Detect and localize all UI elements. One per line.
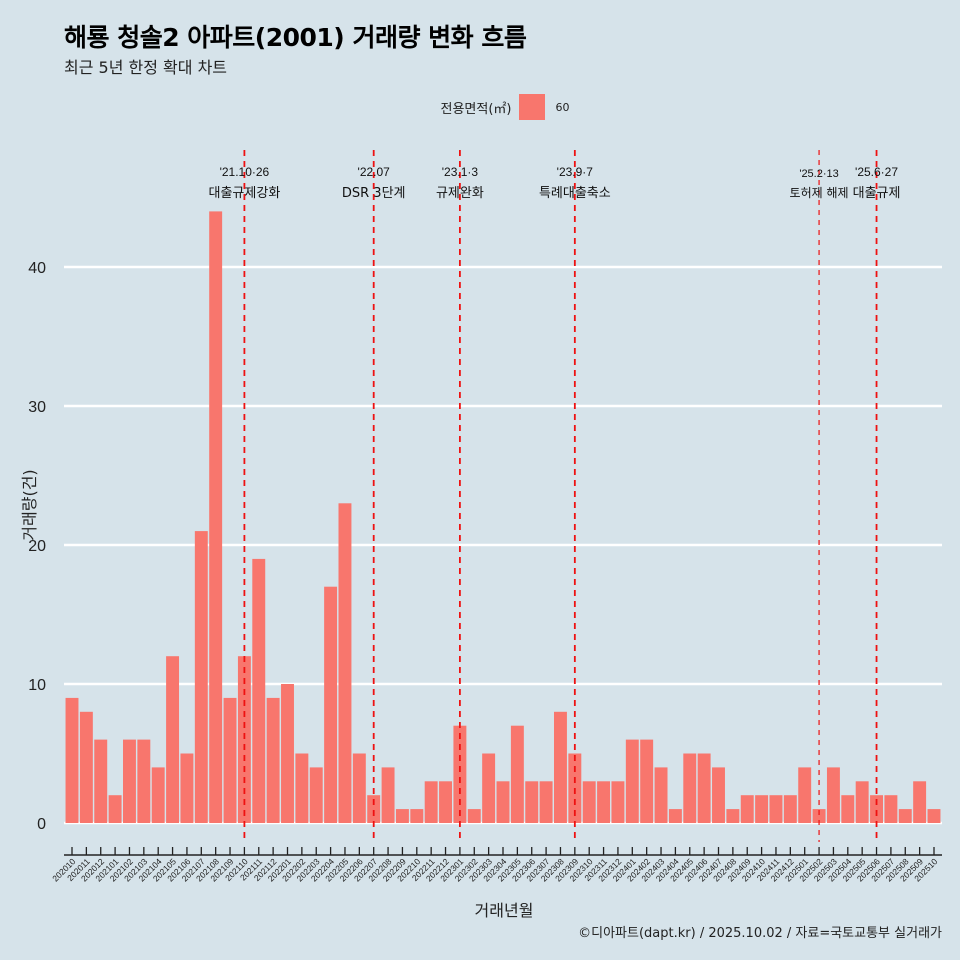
bar (482, 753, 496, 823)
bar (496, 781, 510, 823)
bar (223, 697, 237, 823)
bar (554, 711, 567, 823)
bar (194, 531, 208, 823)
bar (597, 781, 611, 823)
bar (79, 711, 93, 823)
y-tick-label: 40 (28, 260, 46, 277)
bar (812, 809, 826, 823)
legend: 전용면적(㎡) 60 (0, 94, 960, 120)
bar (697, 753, 711, 823)
legend-key-swatch (519, 94, 546, 120)
bar (467, 809, 481, 823)
bar (712, 767, 725, 823)
annotation-date: '23.9·7 (557, 165, 594, 179)
bar (798, 767, 812, 823)
bar (352, 753, 366, 823)
y-axis-label: 거래량(건) (20, 469, 39, 541)
chart-subtitle: 최근 5년 한정 확대 차트 (64, 58, 228, 77)
y-tick-label: 20 (28, 538, 46, 555)
bar (180, 753, 194, 823)
bar (654, 767, 668, 823)
bar (252, 558, 266, 823)
bar (640, 739, 654, 823)
chart-title: 해룡 청솔2 아파트(2001) 거래량 변화 흐름 (64, 23, 527, 52)
bar (870, 795, 883, 823)
bar (424, 781, 438, 823)
bar (209, 211, 223, 823)
bar (108, 795, 122, 823)
bar (927, 809, 941, 823)
annotation-text: 토허제 해제 (790, 186, 849, 200)
bar (769, 795, 783, 823)
annotation-date: '25.6·27 (855, 165, 898, 179)
bar (395, 809, 409, 823)
bar (884, 795, 898, 823)
bar (324, 586, 338, 823)
bar (611, 781, 625, 823)
bar (525, 781, 539, 823)
bar (582, 781, 596, 823)
bar (94, 739, 108, 823)
bar (281, 684, 294, 823)
legend-title: 전용면적(㎡) (440, 101, 512, 117)
bar (510, 725, 524, 823)
bar (898, 809, 912, 823)
bar (841, 795, 855, 823)
bar (309, 767, 323, 823)
bar (453, 725, 467, 823)
annotation-date: '25.2·13 (799, 168, 838, 180)
bar (855, 781, 869, 823)
bar (783, 795, 797, 823)
y-tick-label: 30 (28, 399, 46, 416)
source-caption: ©디아파트(dapt.kr) / 2025.10.02 / 자료=국토교통부 실… (578, 926, 942, 941)
annotation-date: '23.1·3 (442, 165, 479, 179)
bar (755, 795, 769, 823)
annotation-text: 대출규제강화 (209, 186, 281, 201)
bar (367, 795, 381, 823)
annotation-text: 특례대출축소 (539, 186, 611, 201)
bar (625, 739, 639, 823)
bar (338, 503, 352, 823)
x-axis-label: 거래년월 (474, 901, 534, 920)
bar (826, 767, 840, 823)
bar (410, 809, 424, 823)
bar (295, 753, 309, 823)
annotation-date: '21.10·26 (220, 165, 270, 179)
bar (151, 767, 165, 823)
bar (137, 739, 151, 823)
y-tick-label: 10 (28, 677, 46, 694)
bar (123, 739, 136, 823)
annotation-text: 규제완화 (436, 186, 484, 201)
bar (381, 767, 395, 823)
bar (740, 795, 754, 823)
bar (266, 697, 280, 823)
bar (539, 781, 553, 823)
bar (683, 753, 697, 823)
bar (726, 809, 740, 823)
bar (668, 809, 682, 823)
bar (166, 656, 180, 823)
annotation-text: 대출규제 (853, 186, 901, 201)
annotation-text: DSR 3단계 (342, 186, 406, 201)
bar (65, 697, 79, 823)
bar (439, 781, 452, 823)
y-tick-label: 0 (37, 816, 46, 833)
bar (913, 781, 927, 823)
legend-label: 60 (555, 100, 570, 114)
bar (237, 656, 251, 823)
annotation-date: '22.07 (358, 165, 391, 179)
